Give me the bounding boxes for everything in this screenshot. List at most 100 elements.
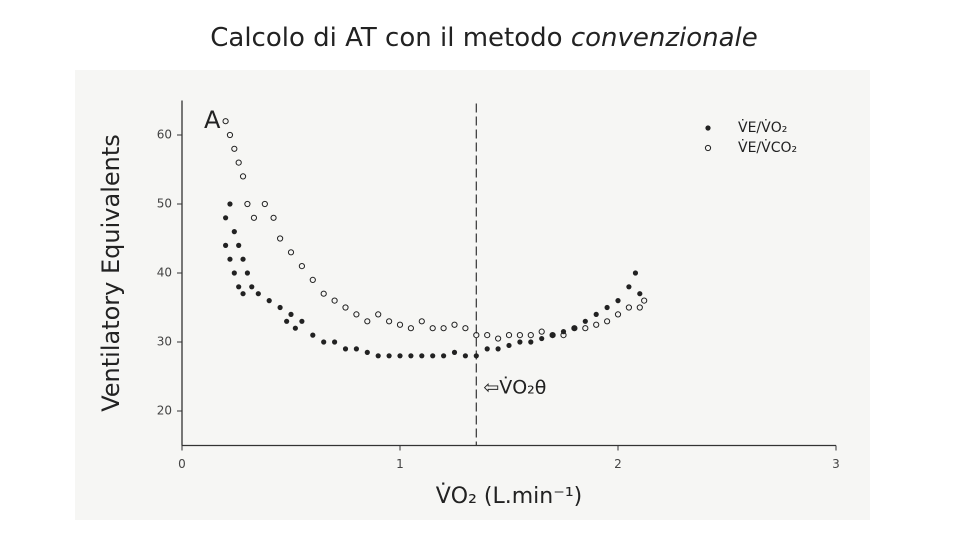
data-point — [462, 353, 468, 359]
data-point — [321, 339, 327, 345]
data-point — [231, 270, 237, 276]
data-point — [495, 346, 501, 352]
data-point — [429, 325, 436, 332]
data-point — [516, 332, 524, 339]
data-point — [231, 229, 237, 235]
x-tick-label: 3 — [832, 457, 840, 471]
data-point — [270, 214, 277, 221]
data-point — [571, 325, 578, 331]
data-point — [604, 318, 611, 325]
data-point — [244, 200, 251, 208]
data-point — [505, 332, 513, 339]
data-point — [342, 346, 349, 352]
data-point — [441, 353, 447, 359]
data-point — [430, 353, 436, 359]
data-point — [527, 332, 534, 339]
data-point — [239, 173, 247, 180]
data-point — [240, 256, 246, 262]
data-point — [310, 332, 316, 338]
data-point — [284, 318, 290, 324]
data-point — [528, 339, 534, 345]
data-point — [495, 335, 502, 342]
data-point — [255, 291, 261, 297]
data-point — [560, 332, 567, 339]
data-point — [287, 249, 295, 256]
data-point — [261, 200, 268, 208]
data-point — [582, 318, 588, 324]
data-point — [223, 215, 229, 221]
data-point — [451, 321, 458, 328]
data-point — [419, 353, 425, 359]
data-point — [353, 311, 360, 318]
data-point — [231, 145, 238, 152]
data-point — [408, 353, 414, 359]
y-tick-label: 20 — [157, 404, 172, 418]
data-point — [266, 298, 272, 304]
data-point — [364, 318, 371, 325]
legend-label: V̇E/V̇O₂ — [738, 119, 787, 136]
data-point — [332, 339, 338, 345]
data-point — [226, 131, 234, 139]
y-tick-label: 30 — [157, 335, 172, 349]
data-point — [244, 270, 250, 276]
y-tick-label: 40 — [157, 266, 172, 280]
data-point — [593, 321, 600, 328]
x-tick-label: 2 — [614, 457, 622, 471]
data-point — [299, 318, 305, 324]
data-point — [227, 201, 233, 207]
x-axis-label: V̇O₂ (L.min⁻¹) — [436, 483, 583, 509]
threshold-annotation: ⇦V̇O₂θ — [483, 376, 546, 398]
data-point — [636, 304, 643, 311]
data-point — [386, 353, 392, 359]
chart-background — [75, 70, 870, 520]
data-point — [593, 311, 599, 317]
data-point — [288, 311, 294, 317]
data-point — [571, 325, 578, 332]
y-tick-label: 60 — [157, 128, 172, 142]
data-point — [227, 256, 233, 262]
slide-title: Calcolo di AT con il metodo convenzional… — [210, 23, 758, 53]
data-point — [240, 291, 246, 297]
data-point — [484, 346, 490, 352]
data-point — [538, 328, 545, 335]
data-point — [614, 311, 622, 318]
data-point — [292, 325, 298, 331]
data-point — [484, 332, 491, 339]
data-point — [235, 159, 242, 166]
data-point — [418, 318, 425, 325]
data-point — [277, 304, 283, 311]
y-axis-label: Ventilatory Equivalents — [97, 134, 125, 412]
data-point — [320, 290, 327, 297]
data-point — [250, 214, 258, 221]
data-point — [641, 297, 648, 304]
data-point — [625, 304, 633, 311]
title-text: Calcolo di AT con il metodo — [210, 23, 562, 53]
data-point — [353, 346, 359, 352]
legend-marker — [705, 125, 711, 131]
data-point — [309, 276, 316, 283]
data-point — [626, 284, 632, 290]
data-point — [549, 332, 556, 339]
data-point — [331, 297, 338, 304]
data-point — [397, 353, 403, 359]
data-point — [473, 353, 479, 359]
data-point — [364, 349, 370, 355]
data-point — [539, 335, 545, 342]
data-point — [615, 298, 621, 304]
legend-marker — [704, 144, 712, 152]
data-point — [223, 242, 229, 248]
data-point — [632, 270, 639, 276]
data-point — [375, 311, 382, 318]
data-point — [375, 353, 381, 359]
title-emphasis: convenzionale — [571, 23, 758, 53]
data-point — [550, 332, 556, 338]
data-point — [440, 325, 447, 332]
legend-label: V̇E/V̇CO₂ — [738, 139, 797, 156]
data-point — [396, 321, 404, 328]
data-point — [407, 325, 414, 332]
panel-label: A — [204, 106, 221, 134]
data-point — [462, 325, 469, 332]
data-point — [277, 235, 284, 242]
